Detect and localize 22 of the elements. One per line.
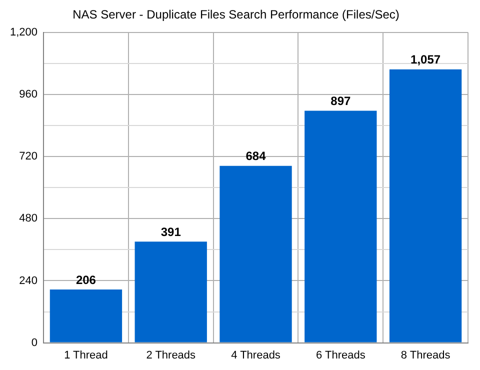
bar	[50, 290, 122, 342]
y-tick-label: 480	[19, 212, 38, 225]
x-tick-label: 4 Threads	[231, 349, 281, 362]
y-tick-label: 1,200	[10, 26, 38, 38]
x-tick-label: 1 Thread	[64, 349, 108, 362]
x-tick-label: 8 Threads	[400, 349, 451, 362]
x-tick-label: 2 Threads	[146, 349, 196, 362]
bar	[220, 166, 292, 342]
data-label: 897	[330, 94, 351, 108]
x-tick-label: 6 Threads	[316, 349, 366, 362]
y-tick-label: 0	[31, 336, 38, 349]
data-label: 684	[246, 149, 266, 164]
y-tick-label: 960	[19, 88, 38, 101]
data-label: 206	[76, 272, 96, 287]
y-tick-label: 720	[19, 150, 38, 163]
chart-title: NAS Server - Duplicate Files Search Performance (Files/Sec)	[72, 8, 400, 22]
bar	[304, 110, 377, 342]
y-tick-label: 240	[19, 274, 38, 287]
data-label: 391	[160, 224, 182, 239]
bar	[389, 69, 462, 342]
bar	[134, 242, 207, 342]
data-label: 1,057	[410, 52, 441, 67]
